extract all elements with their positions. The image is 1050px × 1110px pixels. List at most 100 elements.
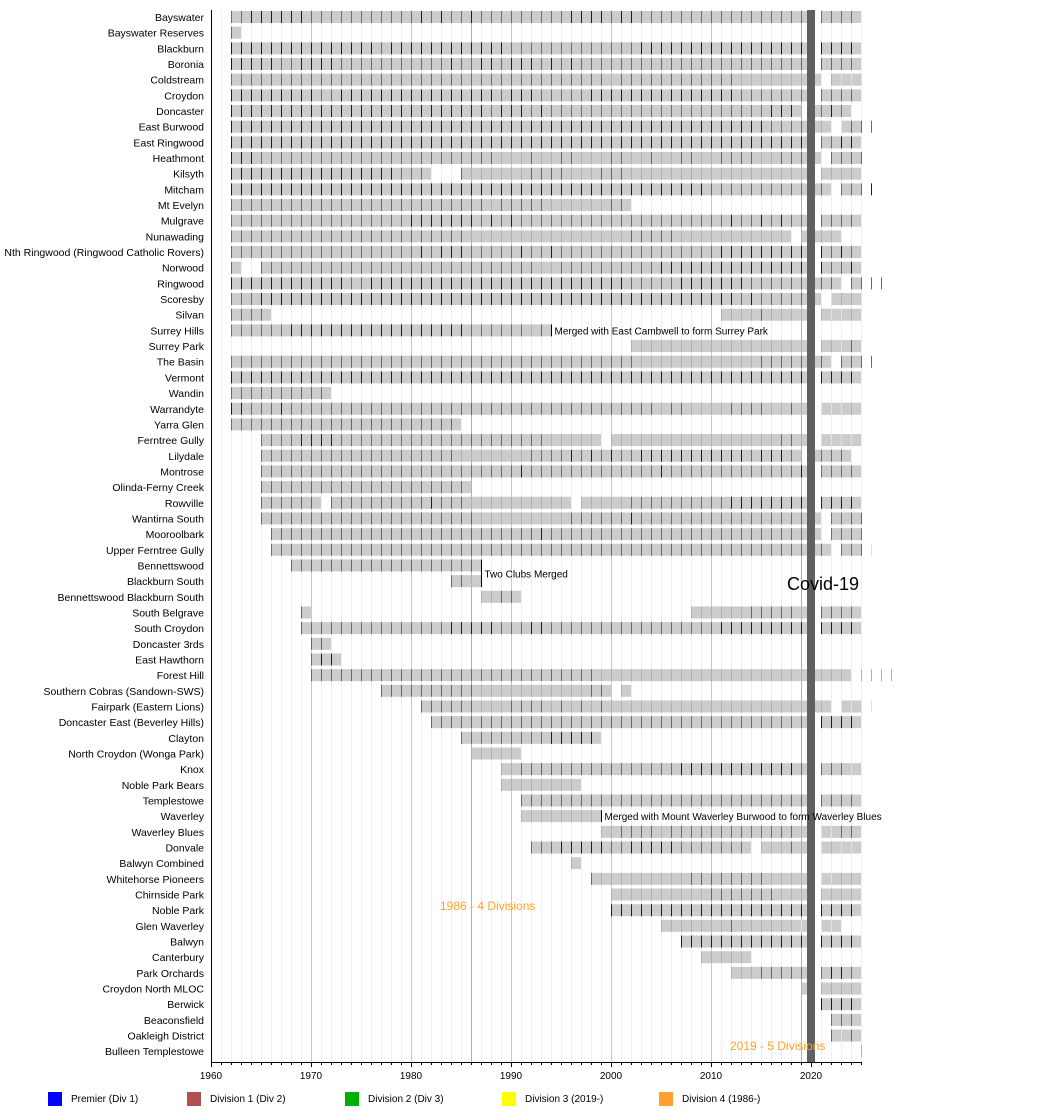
club-label: Blackburn South (127, 576, 204, 588)
club-label: Surrey Park (149, 341, 205, 353)
club-label: South Belgrave (132, 607, 204, 619)
x-tick-label: 1970 (300, 1071, 323, 1082)
club-label: Canterbury (152, 952, 205, 964)
season-bar (831, 152, 861, 165)
season-bar (311, 653, 341, 666)
club-label: Chirnside Park (135, 890, 205, 902)
season-bar (261, 261, 811, 274)
season-bar (291, 559, 481, 572)
legend-item-division-2: Division 2 (Div 3) (345, 1092, 444, 1106)
club-label: Surrey Hills (150, 325, 204, 337)
season-bar (701, 951, 751, 964)
club-label: Forest Hill (157, 670, 204, 682)
legend-item-division-1: Division 1 (Div 2) (187, 1092, 286, 1106)
club-label: Nunawading (146, 231, 205, 243)
club-label: North Croydon (Wonga Park) (68, 748, 204, 760)
club-label: Templestowe (143, 796, 204, 808)
merge-annotation: Merged with East Cambwell to form Surrey… (555, 326, 769, 337)
season-bar (831, 293, 861, 306)
season-bar (381, 684, 611, 697)
club-label: Doncaster 3rds (133, 639, 204, 651)
season-bar (571, 857, 581, 870)
club-label: Wandin (169, 388, 204, 400)
legend-label: Division 2 (Div 3) (368, 1093, 444, 1105)
club-label: Waverley Blues (131, 827, 204, 839)
club-label: Southern Cobras (Sandown-SWS) (44, 686, 205, 698)
club-label: Mt Evelyn (158, 200, 204, 212)
club-label: East Hawthorn (135, 654, 204, 666)
club-label: Mitcham (164, 184, 204, 196)
club-label: Doncaster (156, 106, 204, 118)
legend-swatch-division-3 (502, 1092, 516, 1106)
season-bar (831, 1029, 861, 1042)
club-label: Montrose (160, 466, 204, 478)
x-tick-label: 1980 (400, 1071, 423, 1082)
club-label: Scoresby (160, 294, 205, 306)
season-bar (661, 919, 811, 932)
legend-swatch-division-1 (187, 1092, 201, 1106)
season-bar (271, 528, 821, 541)
season-bar (471, 747, 521, 760)
club-label: Bulleen Templestowe (105, 1046, 204, 1058)
season-bar (231, 293, 821, 306)
club-label: Waverley (161, 811, 205, 823)
season-bar (461, 167, 811, 180)
club-label: Balwyn Combined (119, 858, 204, 870)
annotation-2019: 2019 - 5 Divisions (730, 1039, 825, 1053)
club-label: Donvale (165, 843, 204, 855)
x-tick-label: 2000 (600, 1071, 623, 1082)
club-label: Whitehorse Pioneers (107, 874, 204, 886)
season-bar (451, 575, 481, 588)
club-label: Norwood (162, 263, 204, 275)
season-bar (621, 684, 631, 697)
club-label: Noble Park (152, 905, 205, 917)
legend-item-premier: Premier (Div 1) (48, 1092, 138, 1106)
legend-label: Division 3 (2019-) (525, 1093, 604, 1105)
merge-annotation: Two Clubs Merged (485, 569, 568, 580)
club-label: Doncaster East (Beverley Hills) (59, 717, 204, 729)
club-label: Croydon North MLOC (102, 984, 204, 996)
legend-item-division-3: Division 3 (2019-) (502, 1092, 603, 1106)
club-label: Nth Ringwood (Ringwood Catholic Rovers) (4, 247, 204, 259)
season-bar (501, 763, 811, 776)
season-bar (831, 512, 861, 525)
club-label: Croydon (164, 90, 204, 102)
club-label: Mulgrave (161, 216, 204, 228)
club-label: Bayswater Reserves (108, 28, 204, 40)
x-tick-label: 1960 (200, 1071, 223, 1082)
season-bar (301, 606, 311, 619)
club-label: Rowville (165, 498, 204, 510)
season-bar (601, 825, 811, 838)
season-bar (301, 622, 811, 635)
club-label: Silvan (175, 310, 204, 322)
legend-item-division-4: Division 4 (1986-) (659, 1092, 760, 1106)
season-bar (231, 277, 841, 290)
season-bar (261, 481, 471, 494)
season-bar (681, 935, 811, 948)
season-bar (831, 528, 861, 541)
legend-label: Division 4 (1986-) (682, 1093, 761, 1105)
club-label: Upper Ferntree Gully (106, 545, 205, 557)
x-tick-label: 1990 (500, 1071, 523, 1082)
legend-swatch-division-4 (659, 1092, 673, 1106)
annotation-1986: 1986 - 4 Divisions (440, 899, 535, 913)
season-bar (801, 982, 811, 995)
legend-label: Premier (Div 1) (71, 1093, 139, 1105)
club-label: Beaconsfield (144, 1015, 204, 1027)
x-tick-label: 2010 (700, 1071, 723, 1082)
season-bar (231, 26, 241, 39)
club-label: East Burwood (139, 122, 205, 134)
season-bar (231, 73, 821, 86)
club-label: Berwick (167, 999, 205, 1011)
club-label: Olinda-Ferny Creek (112, 482, 204, 494)
legend-swatch-premier (48, 1092, 62, 1106)
season-bar (721, 308, 811, 321)
club-label: Noble Park Bears (122, 780, 204, 792)
season-bar (231, 105, 801, 118)
legend: Premier (Div 1) Division 1 (Div 2) Divis… (0, 1092, 1050, 1108)
season-bar (851, 277, 861, 290)
club-label: Balwyn (170, 937, 204, 949)
season-bar (231, 418, 461, 431)
club-label: South Croydon (134, 623, 204, 635)
club-label: Park Orchards (136, 968, 204, 980)
